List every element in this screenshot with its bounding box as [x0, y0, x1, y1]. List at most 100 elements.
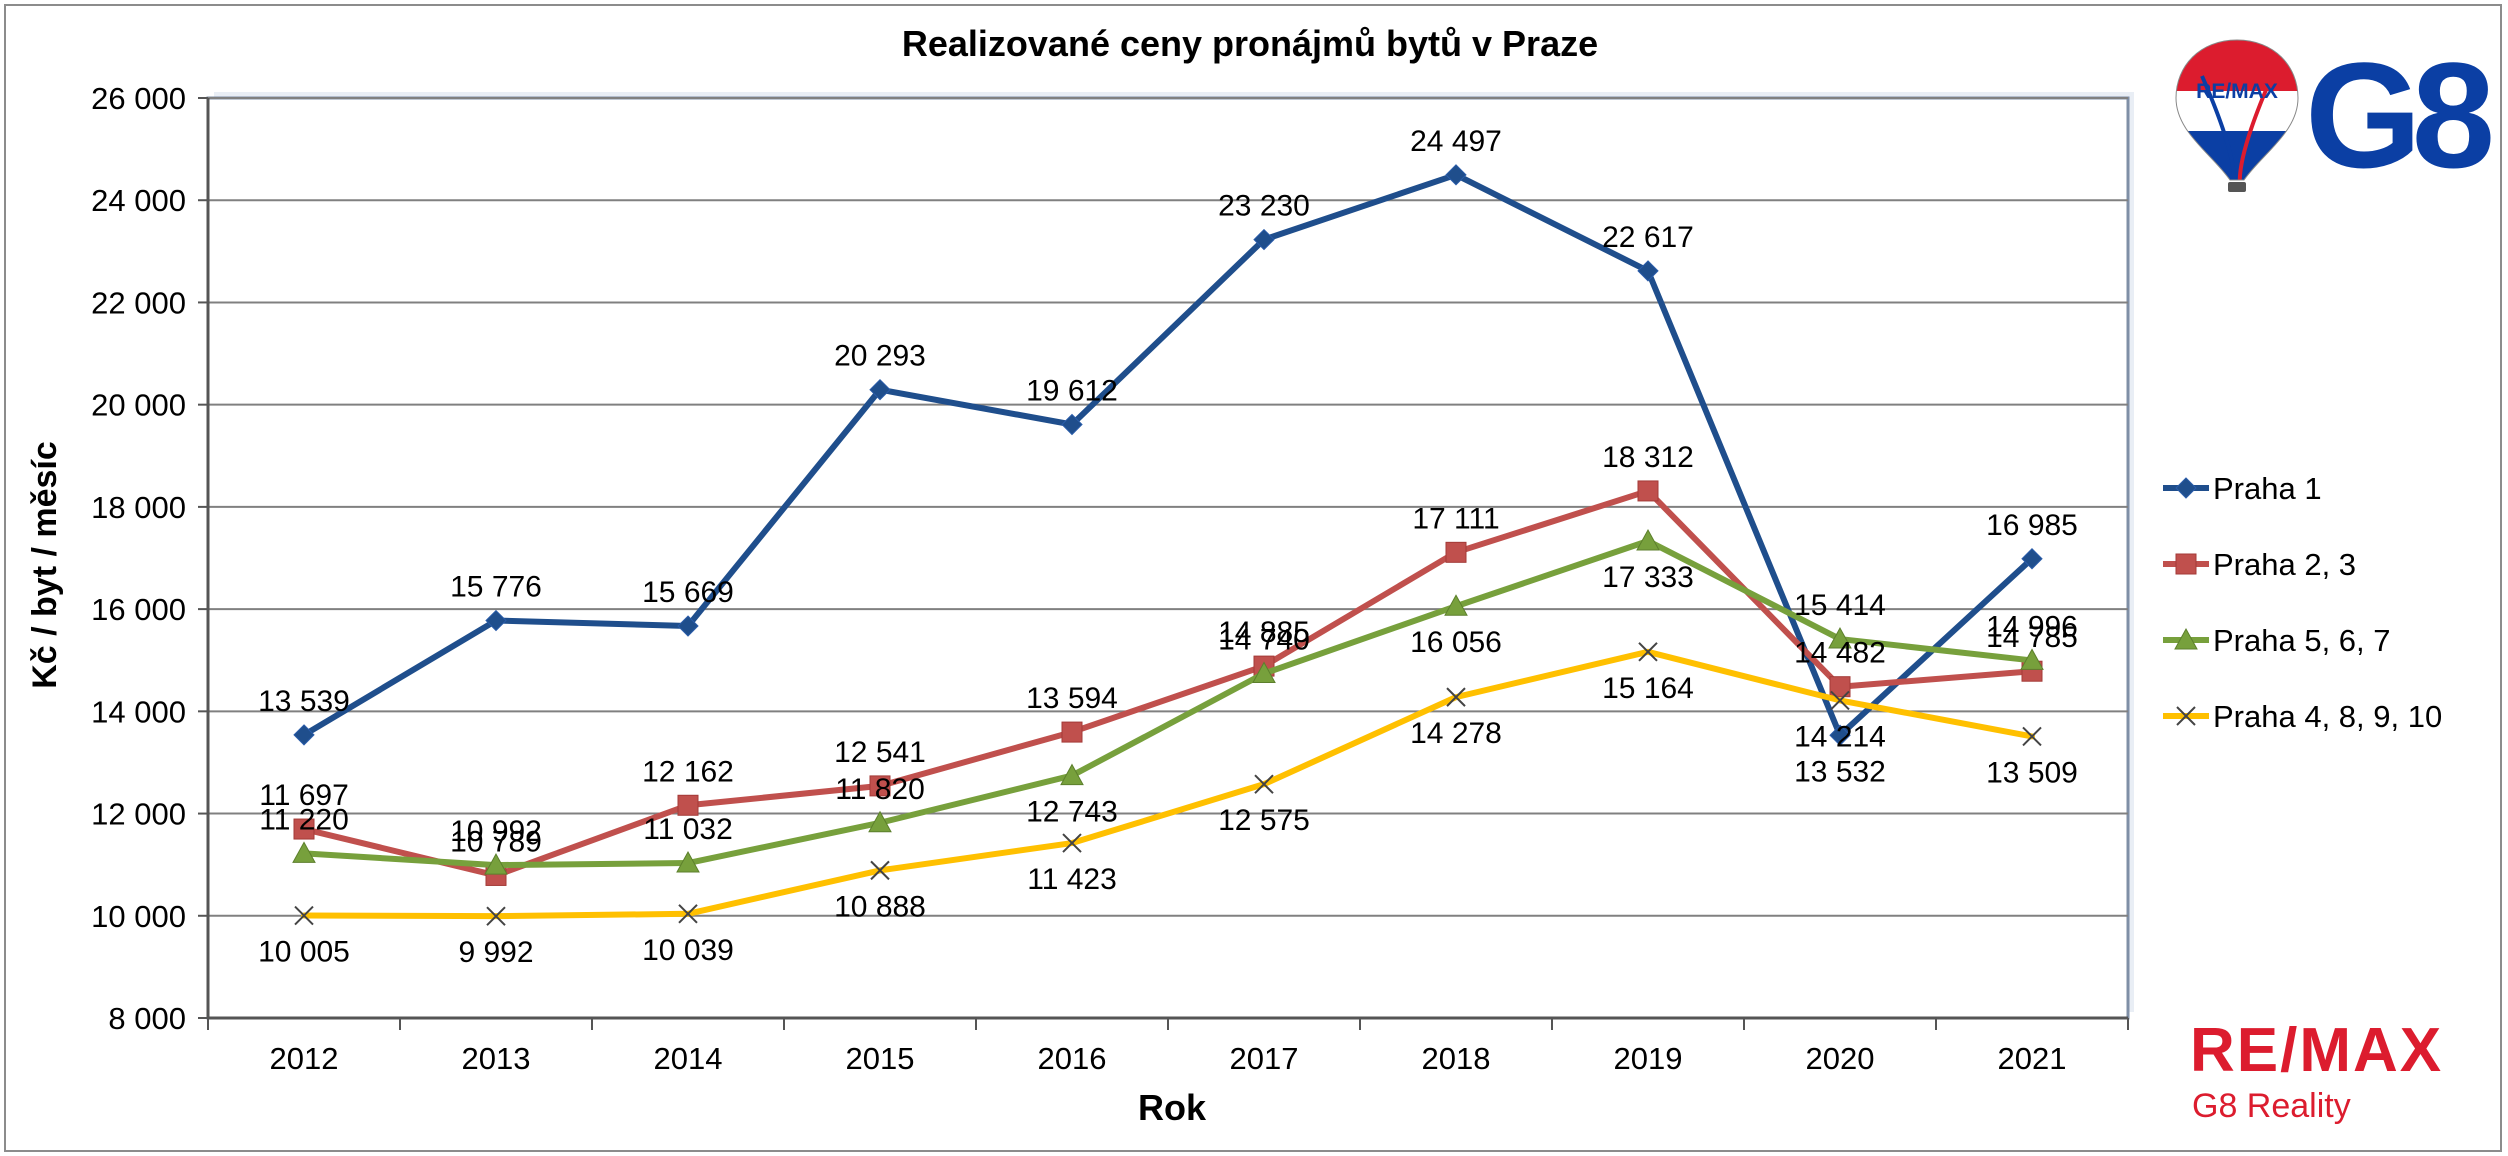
data-label: 22 617: [1602, 221, 1694, 254]
y-tick-label: 12 000: [91, 797, 186, 832]
legend-label-2: Praha 2, 3: [2213, 547, 2356, 582]
data-label: 13 509: [1986, 756, 2078, 789]
data-label: 12 575: [1218, 804, 1310, 837]
data-point: [1445, 541, 1467, 563]
data-label: 11 423: [1027, 863, 1117, 896]
x-tick-label: 2012: [270, 1041, 339, 1076]
data-point: [870, 860, 890, 881]
data-point: [2021, 548, 2043, 570]
data-label: 23 230: [1218, 190, 1310, 223]
legend-label-4: Praha 4, 8, 9, 10: [2213, 699, 2442, 734]
x-tick-label: 2013: [462, 1041, 531, 1076]
data-label: 10 789: [450, 825, 542, 858]
y-axis-label: Kč / byt / měsíc: [26, 441, 64, 689]
y-tick-label: 22 000: [91, 285, 186, 320]
data-label: 11 697: [259, 779, 349, 812]
data-label: 13 532: [1794, 755, 1886, 788]
data-point: [293, 724, 315, 746]
data-point: [1446, 687, 1466, 707]
data-point: [486, 906, 506, 926]
data-label: 24 497: [1410, 125, 1502, 158]
data-label: 16 985: [1986, 509, 2078, 542]
data-point: [1062, 833, 1082, 853]
x-tick-label: 2019: [1614, 1041, 1683, 1076]
x-tick-label: 2020: [1806, 1041, 1875, 1076]
y-tick-label: 8 000: [108, 1001, 186, 1036]
y-tick-label: 20 000: [91, 388, 186, 423]
data-label: 14 740: [1218, 624, 1310, 657]
data-point: [1444, 594, 1468, 616]
series-line-1: [301, 171, 2035, 739]
data-point: [1829, 676, 1851, 698]
data-label: 10 005: [258, 936, 350, 969]
data-point: [292, 841, 316, 863]
data-label: 12 743: [1026, 796, 1118, 829]
y-tick-label: 18 000: [91, 490, 186, 525]
data-point: [1638, 642, 1658, 662]
data-label: 10 039: [642, 934, 734, 967]
data-point: [1830, 690, 1850, 711]
data-point: [1636, 528, 1660, 551]
data-label: 17 333: [1602, 561, 1694, 594]
data-label: 10 888: [834, 890, 926, 923]
data-label: 12 162: [642, 755, 734, 788]
data-label: 14 885: [1218, 616, 1310, 649]
data-label: 17 111: [1412, 502, 1499, 535]
data-point: [1254, 774, 1274, 794]
x-tick-label: 2016: [1038, 1041, 1107, 1076]
data-point: [869, 775, 891, 797]
data-point: [1061, 413, 1083, 436]
data-point: [2022, 726, 2042, 747]
data-point: [1637, 480, 1659, 502]
data-point: [1828, 627, 1852, 649]
data-point: [485, 609, 507, 632]
data-point: [1061, 721, 1083, 743]
x-tick-label: 2021: [1998, 1041, 2067, 1076]
y-tick-label: 26 000: [91, 81, 186, 116]
data-point: [677, 615, 699, 637]
y-tick-label: 14 000: [91, 694, 186, 729]
data-label: 14 482: [1794, 637, 1886, 670]
data-label: 12 541: [834, 736, 926, 769]
data-label: 15 776: [450, 571, 542, 604]
data-point: [677, 794, 699, 816]
data-label: 13 539: [258, 685, 350, 718]
data-point: [868, 810, 892, 833]
data-label: 16 056: [1410, 626, 1502, 659]
data-label: 15 414: [1794, 589, 1886, 622]
data-point: [1060, 763, 1084, 786]
brand-subtitle: G8 Reality: [2192, 1087, 2351, 1125]
x-tick-label: 2014: [654, 1041, 723, 1076]
data-point: [1445, 164, 1467, 186]
data-point: [294, 905, 314, 926]
x-tick-label: 2017: [1230, 1041, 1299, 1076]
g8-logo: G8: [2305, 31, 2495, 199]
legend-label-3: Praha 5, 6, 7: [2213, 623, 2391, 658]
data-point: [676, 850, 700, 873]
data-label: 15 164: [1602, 672, 1694, 705]
data-label: 18 312: [1602, 441, 1694, 474]
x-axis-label: Rok: [1138, 1087, 1207, 1128]
data-label: 13 594: [1026, 682, 1118, 715]
x-tick-label: 2015: [846, 1041, 915, 1076]
data-point: [1253, 228, 1275, 251]
chart-title: Realizované ceny pronájmů bytů v Praze: [902, 23, 1598, 64]
remax-balloon-logo: RE/MAX: [2175, 39, 2299, 192]
data-label: 14 996: [1986, 610, 2078, 643]
data-label: 11 820: [835, 773, 925, 806]
series-line-3: [301, 537, 2035, 869]
balloon-text: RE/MAX: [2196, 80, 2278, 103]
legend-marker: [2174, 627, 2198, 650]
data-label: 14 278: [1410, 717, 1502, 750]
y-tick-label: 16 000: [91, 592, 186, 627]
data-point: [484, 853, 508, 875]
data-label: 15 669: [642, 576, 734, 609]
data-point: [1829, 724, 1851, 746]
legend-marker: [2176, 706, 2196, 726]
y-tick-label: 24 000: [91, 183, 186, 218]
y-tick-label: 10 000: [91, 899, 186, 934]
data-point: [2020, 648, 2044, 670]
legend-label-1: Praha 1: [2213, 471, 2322, 506]
data-label: 11 220: [259, 803, 349, 836]
